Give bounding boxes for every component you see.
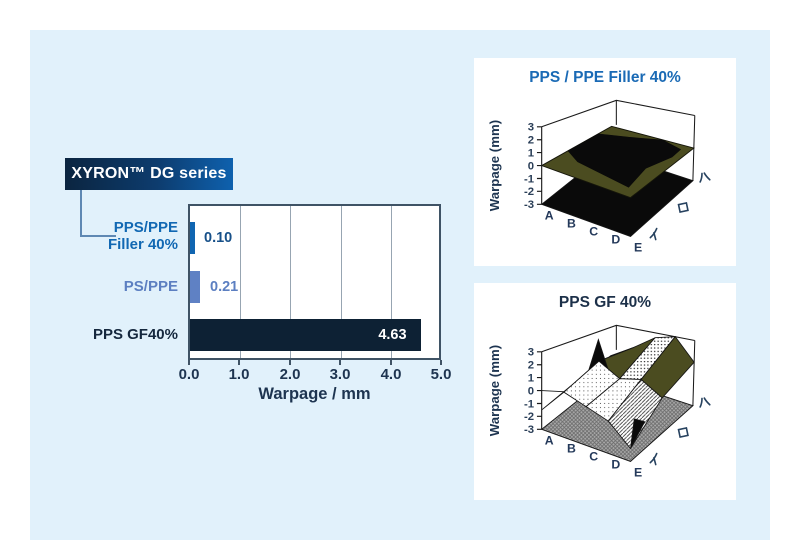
x-cat: D	[611, 458, 620, 472]
surface-mesh	[540, 125, 695, 199]
x-tick-1: 1.0	[228, 366, 250, 383]
series-badge: XYRON™ DG series	[65, 158, 233, 190]
x-cat: D	[611, 233, 620, 247]
z-tick: -1	[524, 398, 534, 410]
bar-chart-plot: 0.10 0.21 4.63	[188, 204, 441, 360]
x-axis-title: Warpage / mm	[258, 385, 371, 403]
gridline-3	[341, 206, 342, 358]
z-axis-title: Warpage (mm)	[487, 120, 502, 211]
x-cat: C	[589, 449, 598, 463]
bar-label-line: PPS/PPE	[113, 219, 178, 236]
x-cat: A	[545, 433, 554, 447]
x-cat: A	[545, 208, 554, 222]
x-tick-4: 4.0	[380, 366, 402, 383]
bar-value-ps-ppe: 0.21	[210, 279, 239, 295]
bar-value-pps-ppe-filler: 0.10	[204, 230, 233, 246]
z-tick: -2	[524, 411, 534, 423]
bar-value-pps-gf40: 4.63	[378, 327, 407, 343]
z-tick: 3	[528, 347, 534, 359]
x-tick-mark	[440, 360, 442, 365]
bar-label-pps-gf40: PPS GF40%	[92, 326, 178, 343]
axes-box	[541, 324, 696, 406]
bar-label-pps-ppe-filler: PPS/PPE Filler 40%	[38, 219, 178, 253]
bar-pps-gf40: 4.63	[190, 319, 421, 351]
depth-label-i	[649, 227, 658, 241]
z-axis	[536, 351, 543, 430]
surface-plot-gf: 3 2 1 0 -1 -2 -3 Warpage (mm) A B C D E	[487, 324, 711, 480]
z-tick: 2	[528, 360, 534, 372]
x-tick-mark	[188, 360, 190, 365]
badge-connector-horizontal	[80, 235, 116, 237]
bar-label-line: Filler 40%	[107, 236, 178, 253]
x-tick-0: 0.0	[178, 366, 200, 383]
gridline-4	[391, 206, 392, 358]
z-tick: 1	[528, 147, 534, 159]
z-tick: 0	[528, 160, 534, 172]
x-tick-mark	[339, 360, 341, 365]
x-cat: B	[567, 441, 576, 455]
x-cat: B	[567, 216, 576, 230]
bar-label-ps-ppe: PS/PPE	[123, 278, 178, 295]
z-tick: 1	[528, 372, 534, 384]
depth-label-ro	[677, 202, 689, 213]
x-category-labels: A B C D E	[545, 208, 642, 254]
x-tick-mark	[238, 360, 240, 365]
bar-ps-ppe	[190, 271, 201, 303]
z-tick: 3	[528, 122, 534, 134]
surface-mesh	[541, 335, 695, 450]
surface-title-filler: PPS / PPE Filler 40%	[529, 69, 681, 86]
gridline-2	[290, 206, 291, 358]
z-tick: -3	[524, 199, 534, 211]
surface-title-gf: PPS GF 40%	[558, 294, 652, 311]
z-tick: -1	[524, 173, 534, 185]
depth-label-i	[649, 452, 658, 466]
z-tick: 2	[528, 135, 534, 147]
x-tick-3: 3.0	[329, 366, 351, 383]
x-tick-mark	[289, 360, 291, 365]
depth-label-ha	[699, 397, 711, 408]
x-cat: E	[634, 241, 642, 255]
surface-panel-filler: PPS / PPE Filler 40% 3 2 1 0 -1	[474, 58, 736, 266]
depth-category-labels	[649, 172, 711, 241]
z-axis	[536, 126, 543, 205]
z-tick: 0	[528, 385, 534, 397]
x-cat: C	[589, 224, 598, 238]
x-category-labels: A B C D E	[545, 433, 642, 479]
bar-pps-ppe-filler	[190, 222, 195, 254]
surface-panel-gf: PPS GF 40%	[474, 283, 736, 500]
z-tick: -2	[524, 186, 534, 198]
depth-label-ro	[677, 427, 689, 438]
figure-panel: XYRON™ DG series PPS/PPE Filler 40% PS/P…	[30, 30, 770, 540]
black-valley	[630, 418, 646, 449]
x-cat: E	[634, 466, 642, 480]
z-tick-labels: 3 2 1 0 -1 -2 -3	[524, 347, 534, 436]
z-tick: -3	[524, 424, 534, 436]
badge-connector-vertical	[80, 190, 82, 237]
gridline-1	[240, 206, 241, 358]
x-tick-5: 5.0	[430, 366, 452, 383]
depth-label-ha	[699, 172, 711, 183]
x-tick-mark	[390, 360, 392, 365]
surface-plot-filler: 3 2 1 0 -1 -2 -3 Warpage (mm) A B C D E	[487, 99, 711, 255]
z-tick-labels: 3 2 1 0 -1 -2 -3	[524, 122, 534, 211]
depth-category-labels	[649, 397, 711, 466]
z-axis-title: Warpage (mm)	[487, 345, 502, 436]
x-tick-2: 2.0	[279, 366, 301, 383]
